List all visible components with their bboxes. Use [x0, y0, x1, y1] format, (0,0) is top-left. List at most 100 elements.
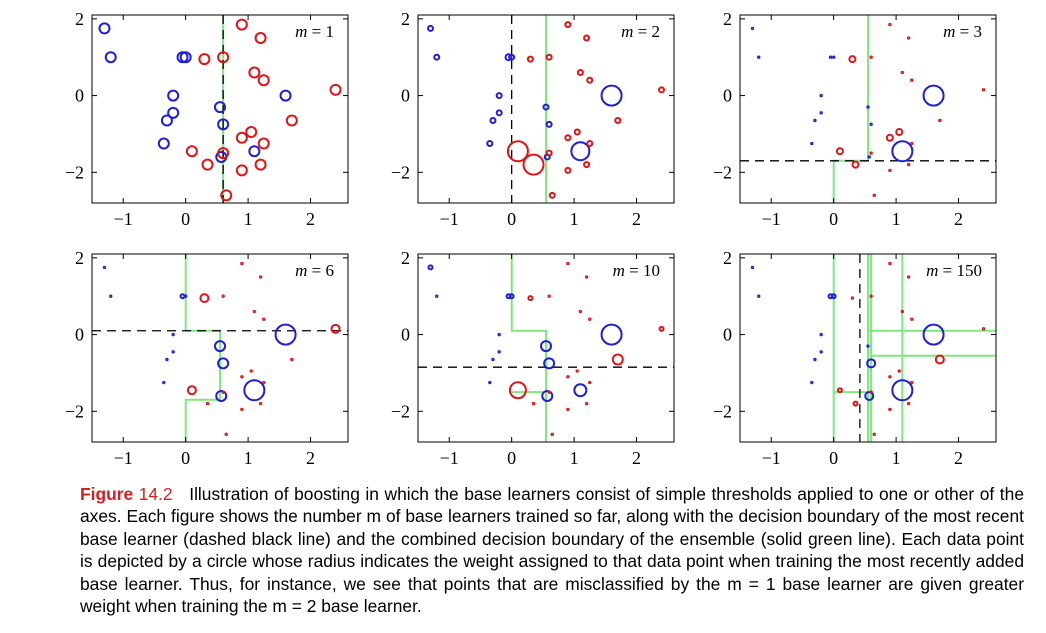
x-tick-label: −1 [762, 448, 781, 468]
data-point-blue [171, 350, 175, 354]
y-tick-label: 0 [723, 325, 732, 345]
data-point-red [217, 147, 230, 160]
data-point-red [201, 158, 214, 171]
data-point-red [217, 51, 230, 64]
y-tick-label: −2 [65, 162, 84, 182]
data-point-blue [489, 117, 497, 125]
data-point-red [938, 118, 942, 123]
data-point-blue [891, 140, 914, 163]
data-point-red [850, 296, 855, 300]
data-point-blue [866, 344, 870, 348]
x-tick-label: 1 [892, 448, 901, 468]
m-label: m = 2 [621, 22, 660, 41]
x-tick-label: 1 [244, 209, 253, 229]
data-point-blue [508, 53, 516, 61]
data-point-blue [102, 265, 107, 270]
data-point-red [578, 309, 583, 314]
data-point-red [869, 55, 873, 59]
x-tick-label: 0 [829, 448, 838, 468]
data-point-blue [109, 294, 113, 298]
plot-area: −1 0 1 2 −2 0 2 m = 150 [713, 248, 997, 468]
plot-frame [417, 253, 675, 443]
m-label-value: = 10 [625, 261, 660, 280]
data-point-blue [215, 389, 228, 402]
data-point-red [586, 76, 594, 84]
data-point-red [198, 53, 211, 66]
data-point-blue [427, 264, 434, 271]
data-point-red [906, 162, 911, 167]
data-point-red [583, 34, 591, 42]
data-point-blue [426, 24, 434, 32]
data-point-red [185, 145, 198, 158]
x-tick-label: −1 [114, 209, 133, 229]
data-point-red [869, 294, 873, 298]
data-point-red [885, 133, 894, 142]
data-point-red [611, 353, 624, 366]
data-point-blue [541, 389, 554, 402]
data-point-blue [867, 155, 871, 159]
plot-frame [417, 14, 675, 204]
data-point-blue [819, 332, 823, 337]
x-tick-label: 0 [181, 448, 190, 468]
m-label: m = 150 [926, 261, 982, 280]
m-label-symbol: m [295, 22, 307, 41]
y-tick-label: −2 [713, 401, 732, 421]
data-point-blue [104, 51, 117, 64]
plot-inner [750, 254, 996, 442]
data-point-blue [828, 55, 833, 59]
data-point-red [836, 387, 843, 394]
data-point-red [235, 18, 248, 31]
data-point-red [981, 327, 986, 331]
data-point-red [900, 70, 905, 75]
m-label-value: = 6 [307, 261, 334, 280]
x-tick-label: −1 [762, 209, 781, 229]
m-label-symbol: m [295, 261, 307, 280]
data-point-red [240, 261, 244, 266]
data-point-blue [488, 380, 492, 385]
data-point-blue [543, 357, 556, 370]
x-tick-label: −1 [440, 209, 459, 229]
data-point-blue [869, 122, 873, 127]
data-point-red [506, 140, 529, 163]
data-point-blue [819, 350, 823, 354]
data-point-red [221, 390, 225, 394]
y-tick-label: 2 [401, 248, 410, 268]
data-point-red [508, 381, 527, 400]
panel-1: −1 0 1 2 −2 0 2 m = 1 [65, 9, 349, 229]
y-tick-label: 0 [75, 86, 84, 106]
data-point-red [240, 375, 244, 379]
plot-inner [426, 15, 666, 203]
y-tick-label: 0 [401, 325, 410, 345]
data-point-red [224, 432, 228, 437]
data-point-red [573, 128, 581, 136]
x-tick-label: 1 [244, 448, 253, 468]
data-point-blue [813, 118, 817, 123]
data-point-red [906, 401, 911, 406]
figure-caption: Figure 14.2 Illustration of boosting in … [80, 483, 1024, 617]
data-point-blue [922, 323, 945, 346]
y-tick-label: 0 [723, 86, 732, 106]
data-point-red [545, 53, 553, 61]
data-point-blue [167, 89, 180, 102]
data-point-blue [435, 294, 439, 298]
data-point-red [547, 390, 551, 394]
data-point-blue [495, 109, 503, 117]
x-tick-label: 0 [181, 209, 190, 229]
data-point-red [888, 407, 892, 412]
data-point-blue [217, 357, 230, 370]
plot-frame [91, 253, 349, 443]
data-point-blue [757, 55, 761, 59]
data-point-blue [160, 114, 173, 127]
plot-inner [98, 15, 342, 203]
data-point-blue [217, 118, 230, 131]
data-point-red [527, 295, 534, 302]
data-point-red [564, 134, 572, 142]
plot-inner [418, 254, 674, 442]
data-point-red [235, 164, 248, 177]
data-point-blue [171, 332, 175, 337]
data-point-red [262, 380, 266, 385]
figure-number: 14.2 [138, 484, 173, 504]
data-point-red [221, 294, 225, 298]
data-point-red [910, 380, 914, 385]
m-label-value: = 1 [307, 22, 334, 41]
